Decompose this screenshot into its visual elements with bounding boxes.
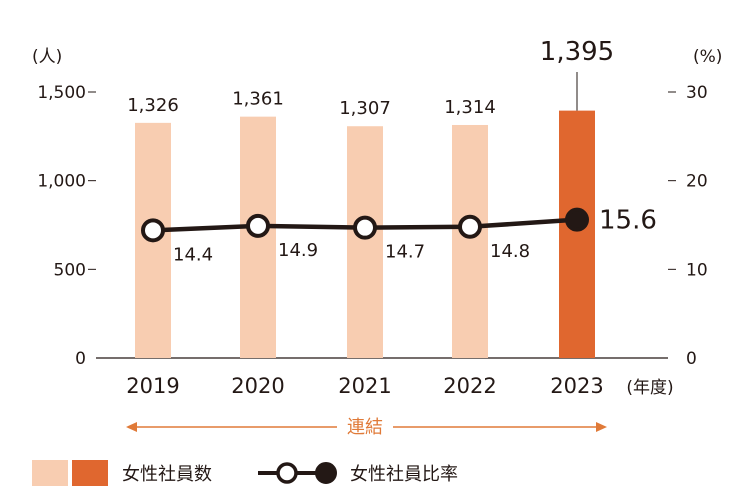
right-tick-label: 30 bbox=[686, 83, 708, 103]
ratio-value-label: 14.8 bbox=[490, 241, 530, 262]
ratio-value-label: 15.6 bbox=[599, 206, 657, 236]
arrowhead-left-icon bbox=[126, 422, 137, 432]
legend: 女性社員数 女性社員比率 bbox=[32, 460, 458, 486]
ratio-value-label: 14.9 bbox=[278, 240, 318, 261]
x-tick-label: 2020 bbox=[231, 374, 284, 398]
bar-2023 bbox=[559, 110, 595, 359]
bar-value-label: 1,307 bbox=[339, 98, 391, 119]
bar-value-label: 1,361 bbox=[232, 89, 284, 110]
x-axis-unit: (年度) bbox=[626, 378, 673, 398]
x-tick-label: 2021 bbox=[338, 374, 391, 398]
ratio-line bbox=[141, 207, 589, 243]
axes: (人) (%) 0 500 1,000 1,500 0 10 20 30 2019 2020 2021 2… bbox=[32, 47, 722, 398]
ratio-marker-2021 bbox=[353, 215, 377, 240]
x-tick-label: 2019 bbox=[126, 374, 179, 398]
ratio-marker-2023 bbox=[565, 207, 589, 232]
ratio-marker-2019 bbox=[141, 218, 165, 243]
ratio-value-label: 14.4 bbox=[173, 244, 213, 265]
annotation: 連結 bbox=[126, 417, 607, 438]
left-tick-label: 1,000 bbox=[37, 172, 86, 192]
bar-2022 bbox=[452, 124, 488, 358]
right-tick-label: 0 bbox=[686, 349, 697, 369]
legend-swatch-light bbox=[32, 460, 68, 486]
legend-label-bar: 女性社員数 bbox=[122, 464, 212, 485]
legend-swatch-dark bbox=[72, 460, 108, 486]
right-tick-label: 10 bbox=[686, 260, 708, 280]
annotation-label: 連結 bbox=[347, 417, 383, 438]
ratio-marker-2022 bbox=[458, 214, 482, 239]
left-tick-label: 0 bbox=[75, 349, 86, 369]
x-tick-label: 2022 bbox=[443, 374, 496, 398]
left-tick-label: 500 bbox=[54, 260, 86, 280]
left-axis-unit: (人) bbox=[32, 47, 62, 67]
arrowhead-right-icon bbox=[596, 422, 607, 432]
legend-marker-filled bbox=[315, 462, 337, 484]
bar-value-label: 1,326 bbox=[127, 95, 179, 116]
bar-value-label: 1,395 bbox=[540, 37, 614, 67]
ratio-marker-2020 bbox=[246, 213, 270, 238]
left-tick-label: 1,500 bbox=[37, 83, 86, 103]
data-labels: 1,326 1,361 1,307 1,314 1,395 14.4 14.9 14.7 14.… bbox=[127, 37, 657, 265]
legend-marker-open bbox=[276, 462, 298, 484]
bar-value-label: 1,314 bbox=[444, 97, 496, 118]
x-tick-label: 2023 bbox=[550, 374, 603, 398]
bars bbox=[135, 110, 595, 359]
ratio-value-label: 14.7 bbox=[385, 242, 425, 263]
legend-label-line: 女性社員比率 bbox=[350, 464, 458, 485]
right-tick-label: 20 bbox=[686, 172, 708, 192]
right-axis-unit: (%) bbox=[693, 47, 722, 67]
bar-2021 bbox=[347, 126, 383, 358]
